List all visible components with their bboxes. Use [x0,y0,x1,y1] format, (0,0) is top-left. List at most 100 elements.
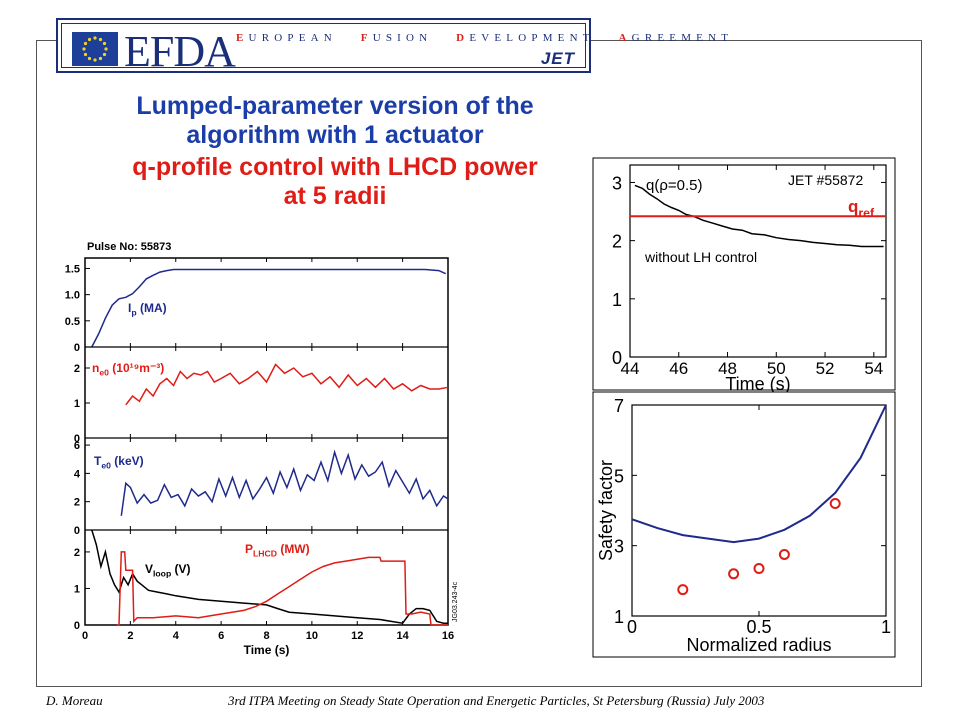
panel-0-label-sub: p [131,308,136,318]
qt-ytick-label-3: 3 [612,173,622,193]
sf-xtick-label-2: 1 [881,617,891,637]
panel-2-label-unit: (keV) [111,454,144,468]
banner-inner-border: EFDA EUROPEAN FUSION DEVELOPMENT AGREEME… [61,23,728,76]
panel-3-ytick-label-0: 0 [74,620,80,632]
panel-3-label2-main: P [245,542,253,556]
efda-logo-text: EFDA [124,27,236,76]
panel-3-label2-unit: (MW) [277,542,310,556]
panel-3-label-sub: loop [153,569,171,579]
panel-3-label-unit: (V) [171,562,190,576]
left-xtick-label-2: 4 [173,630,180,642]
panel-3-ytick-label-1: 1 [74,583,80,595]
sf-target-point-2 [753,563,765,575]
qt-ytick-label-0: 0 [612,348,622,368]
sf-xlabel: Normalized radius [686,635,831,655]
sf-target-point-3 [778,548,790,560]
title-line-4: at 5 radii [283,182,387,210]
footer-meeting: 3rd ITPA Meeting on Steady State Operati… [228,693,765,708]
banner-agreement-text: EUROPEAN FUSION DEVELOPMENT AGREEMENT [236,32,733,44]
eu-stars-icon [82,36,108,62]
qt-xtick-label-0: 44 [621,359,640,378]
banner-word-0-cap: E [236,32,249,44]
panel-1-ytick-label-0: 0 [74,433,80,445]
panel-0-ytick-label-0: 0 [74,342,80,354]
qt-plot-area [629,164,887,358]
sf-xtick-label-1: 0.5 [746,617,771,637]
panel-2-ytick-label-3: 6 [74,440,80,452]
qt-without-label: without LH control [644,249,757,265]
panel-1-ytick-label-2: 2 [74,363,80,375]
jet-logo-text: JET [540,49,575,68]
left-xtick-label-8: 16 [442,630,454,642]
left-xtick-label-7: 14 [397,630,410,642]
panel-1-label: ne0 (10¹⁹m⁻³) [92,361,164,378]
banner-word-3-cap: A [618,32,632,44]
qt-ref-label-main: q [848,197,858,216]
qt-xtick-label-3: 50 [767,359,786,378]
banner-word-2-cap: D [456,32,470,44]
qt-ytick-label-2: 2 [612,232,622,252]
qt-ref-label-sub: ref [858,206,875,220]
sf-ytick-label-3: 7 [614,396,624,416]
qt-xlabel: Time (s) [725,374,790,394]
panel-2-series-Te0 [120,449,449,516]
left-xtick-label-5: 10 [306,630,318,642]
panel-0-label: Ip (MA) [128,301,167,318]
qt-pulse-annotation: JET #55872 [788,172,863,188]
banner-word-0-rest: UROPEAN [248,32,337,44]
left-xtick-label-0: 0 [82,630,88,642]
panel-1-ytick-label-1: 1 [74,398,80,410]
panel-2-ytick-label-1: 2 [74,497,80,509]
qt-xtick-label-2: 48 [718,359,737,378]
panel-3-label2-sub: LHCD [253,549,277,559]
efda-banner: EFDA EUROPEAN FUSION DEVELOPMENT AGREEME… [56,18,728,76]
left-xtick-label-3: 6 [218,630,224,642]
panel-0-label-unit: (MA) [137,301,167,315]
panel-0-ytick-label-2: 1.0 [65,290,80,302]
panel-1-label-unit: (10¹⁹m⁻³) [109,361,164,375]
qt-xtick-label-5: 54 [864,359,883,378]
title-line-1: Lumped-parameter version of the [136,92,534,120]
panel-3-label-main: V [145,562,153,576]
panel-3-label: Vloop (V) [145,562,191,579]
panel-2-ytick-label-0: 0 [74,525,80,537]
qt-ref-label: qref [848,197,875,220]
sf-ytick-label-1: 3 [614,537,624,557]
sf-xtick-label-0: 0 [627,617,637,637]
panel-3-series-Vloop [91,529,448,625]
qt-xtick-label-1: 46 [669,359,688,378]
left-xlabel: Time (s) [244,643,290,657]
banner-word-2-rest: EVELOPMENT [469,32,595,44]
top-right-chart-panel [592,157,896,391]
title-line-3: q-profile control with LHCD power [132,153,538,181]
banner-word-1-rest: USION [372,32,433,44]
panel-2-label-main: T [94,454,102,468]
sf-target-point-0 [677,584,689,596]
qt-series-label: q(ρ=0.5) [646,177,702,194]
banner-word-3-rest: GREEMENT [631,32,734,44]
sf-target-point-4 [829,497,841,509]
left-xtick-label-6: 12 [351,630,363,642]
banner-word-1-cap: F [360,32,373,44]
panel-0-ytick-label-3: 1.5 [65,263,80,275]
panel-0-series-Ip [91,268,447,348]
panel-2-ytick-label-2: 4 [74,468,81,480]
panel-3-series-PLHCD [116,551,448,626]
panel-0-label-main: I [128,301,131,315]
footer-author: D. Moreau [46,693,103,708]
panel-1-label-main: n [92,361,99,375]
sf-ytick-label-2: 5 [614,466,624,486]
qt-ytick-label-1: 1 [612,290,622,310]
sf-ylabel: Safety factor [596,460,616,561]
sf-ytick-label-0: 1 [614,607,624,627]
panel-3-ytick-label-2: 2 [74,547,80,559]
qt-series-q [634,184,884,248]
panel-0-ytick-label-1: 0.5 [65,316,80,328]
title-line-2: algorithm with 1 actuator [186,121,484,149]
panel-2-label-sub: e0 [101,461,111,471]
left-xtick-label-1: 2 [127,630,133,642]
left-side-code: JG03.243-4c [452,581,459,622]
panel-1-label-sub: e0 [99,368,109,378]
qt-xtick-label-4: 52 [816,359,835,378]
